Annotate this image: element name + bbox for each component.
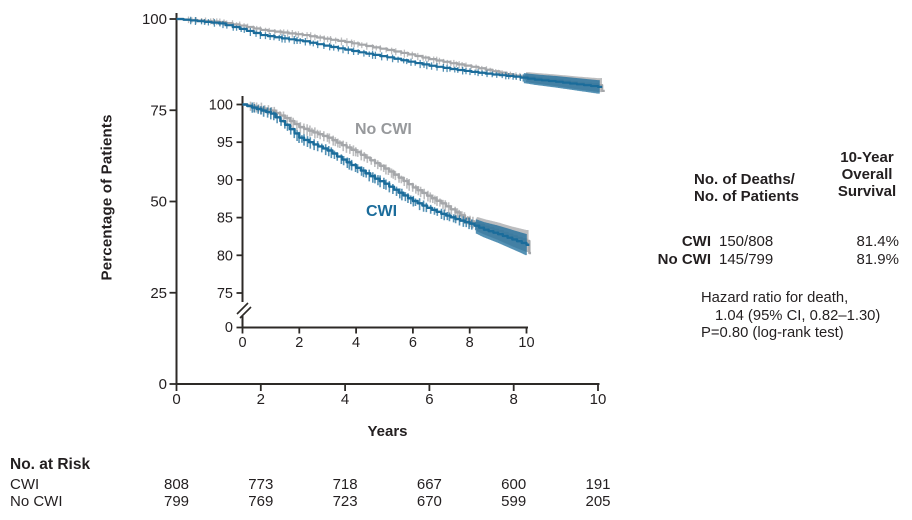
svg-text:10: 10 (518, 335, 534, 351)
risk-table-title: No. at Risk (10, 456, 91, 473)
svg-text:25: 25 (150, 285, 167, 302)
svg-text:4: 4 (352, 335, 360, 351)
summary-row-cwi-label: CWI (681, 233, 711, 250)
svg-text:90: 90 (217, 173, 233, 189)
risk-value-cwi-year6: 667 (416, 476, 442, 493)
risk-value-no-cwi-year8: 599 (501, 493, 527, 510)
svg-text:6: 6 (409, 335, 417, 351)
summary-header-deaths-line1: No. of Deaths/ (694, 171, 795, 188)
svg-text:2: 2 (295, 335, 303, 351)
x-axis-title: Years (367, 423, 408, 440)
svg-text:0: 0 (238, 335, 246, 351)
summary-header-survival-line3: Survival (837, 183, 897, 200)
risk-row-nocwi-label: No CWI (10, 493, 63, 510)
censor-ticks-cwi-main (190, 16, 600, 94)
summary-row-nocwi-deaths: 145/799 (719, 251, 774, 268)
risk-value-no-cwi-year2: 769 (248, 493, 274, 510)
svg-text:10: 10 (590, 391, 607, 408)
summary-header-survival-line2: Overall (841, 166, 893, 183)
svg-text:6: 6 (425, 391, 433, 408)
summary-header-survival-line1: 10-Year (840, 149, 894, 166)
svg-text:100: 100 (142, 11, 167, 28)
summary-row-cwi-survival: 81.4% (856, 233, 899, 250)
svg-text:2: 2 (257, 391, 265, 408)
risk-value-no-cwi-year6: 670 (416, 493, 442, 510)
risk-value-no-cwi-year10: 205 (585, 493, 611, 510)
hazard-ratio-note: Hazard ratio for death, 1.04 (95% CI, 0.… (701, 290, 880, 343)
risk-value-cwi-year2: 773 (248, 476, 274, 493)
risk-row-cwi-label: CWI (10, 476, 40, 493)
svg-text:100: 100 (209, 98, 233, 114)
hazard-line1: Hazard ratio for death, (701, 290, 849, 306)
risk-value-cwi-year10: 191 (585, 476, 611, 493)
svg-text:85: 85 (217, 211, 233, 227)
summary-header-deaths-line2: No. of Patients (694, 188, 800, 205)
risk-value-cwi-year0: 808 (163, 476, 190, 493)
series-label-no-cwi: No CWI (355, 121, 412, 138)
svg-text:75: 75 (217, 286, 233, 302)
svg-text:0: 0 (225, 320, 233, 336)
summary-header-deaths: No. of Deaths/ No. of Patients (694, 171, 799, 205)
svg-text:0: 0 (172, 391, 180, 408)
svg-text:8: 8 (466, 335, 474, 351)
svg-text:80: 80 (217, 248, 233, 264)
risk-value-cwi-year4: 718 (332, 476, 358, 493)
svg-text:0: 0 (159, 376, 167, 393)
summary-header-survival: 10-Year Overall Survival (817, 149, 912, 200)
summary-row-nocwi-survival: 81.9% (856, 251, 899, 268)
svg-text:4: 4 (341, 391, 349, 408)
risk-value-no-cwi-year0: 799 (163, 493, 190, 510)
risk-value-cwi-year8: 600 (501, 476, 527, 493)
svg-text:75: 75 (150, 102, 167, 119)
series-label-cwi: CWI (366, 203, 398, 220)
summary-row-cwi-deaths: 150/808 (719, 233, 774, 250)
svg-text:50: 50 (150, 194, 167, 211)
risk-value-no-cwi-year4: 723 (332, 493, 358, 510)
summary-row-nocwi-label: No CWI (657, 251, 711, 268)
svg-text:8: 8 (510, 391, 518, 408)
censor-ticks-cwi-inset (251, 102, 527, 256)
svg-text:95: 95 (217, 135, 233, 151)
hazard-line2: 1.04 (95% CI, 0.82–1.30) (715, 307, 881, 324)
hazard-line3: P=0.80 (log-rank test) (701, 325, 844, 342)
y-axis-title: Percentage of Patients (98, 114, 116, 281)
